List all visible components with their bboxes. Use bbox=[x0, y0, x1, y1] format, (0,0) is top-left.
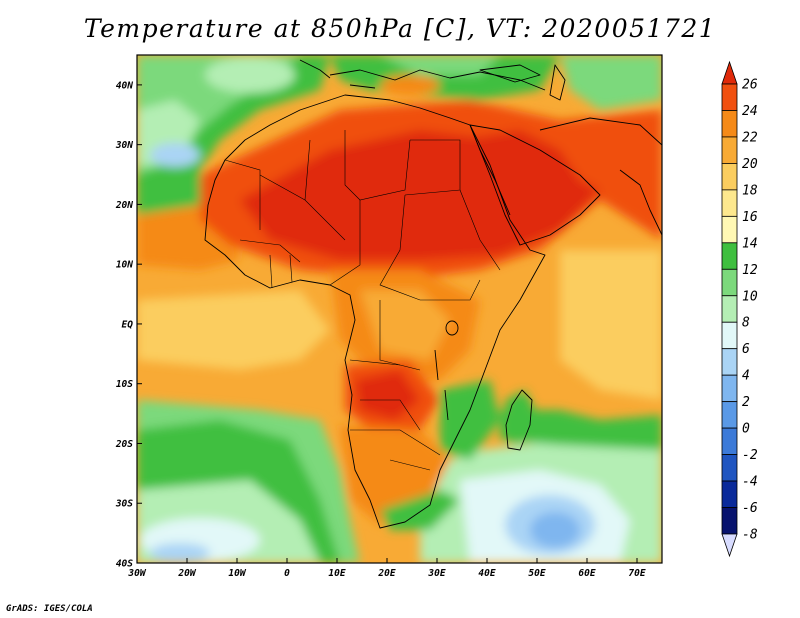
colorbar-swatch bbox=[721, 427, 738, 455]
colorbar-level-label: -4 bbox=[742, 475, 758, 490]
colorbar-swatch bbox=[721, 454, 738, 482]
colorbar-swatch bbox=[721, 321, 738, 350]
lat-tick-label: 40S bbox=[116, 559, 133, 570]
colorbar-level-label: 22 bbox=[742, 130, 758, 145]
colorbar-level-label: 0 bbox=[742, 422, 750, 437]
coastlines bbox=[204, 59, 663, 529]
colorbar-swatch bbox=[721, 507, 738, 535]
colorbar-level-label: 14 bbox=[742, 236, 758, 251]
plot-frame bbox=[136, 54, 663, 564]
colorbar-swatch bbox=[721, 83, 738, 111]
colorbar-swatch bbox=[721, 189, 738, 217]
map-title: Temperature at 850hPa [C], VT: 202005172… bbox=[83, 14, 717, 43]
colorbar-swatch bbox=[721, 163, 738, 191]
lat-tick-label: EQ bbox=[122, 319, 134, 330]
colorbar-level-label: 8 bbox=[742, 316, 750, 331]
colorbar-level-label: 10 bbox=[742, 289, 758, 304]
lon-tick-label: 40E bbox=[478, 568, 495, 579]
colorbar-swatch bbox=[721, 348, 738, 376]
temperature-field bbox=[137, 55, 662, 563]
colorbar-swatch bbox=[721, 295, 738, 323]
colorbar-level-label: -2 bbox=[742, 448, 758, 463]
colorbar-top-arrow bbox=[721, 60, 738, 85]
colorbar-level-label: 20 bbox=[742, 157, 758, 172]
lon-tick-label: 10E bbox=[328, 568, 345, 579]
lon-tick-label: 20E bbox=[377, 568, 395, 579]
colorbar-level-label: 6 bbox=[742, 342, 750, 357]
colorbar-level-label: 2 bbox=[742, 395, 750, 410]
colorbar-level-label: -8 bbox=[742, 528, 758, 543]
lat-tick-label: 10S bbox=[116, 379, 133, 390]
colorbar-swatch bbox=[721, 136, 738, 164]
lon-tick-label: 0 bbox=[284, 568, 290, 579]
credit-text: GrADS: IGES/COLA bbox=[6, 604, 93, 614]
colorbar-level-label: 26 bbox=[742, 78, 758, 93]
lon-tick-label: 20W bbox=[177, 568, 196, 579]
colorbar-bottom-arrow bbox=[721, 533, 738, 558]
colorbar-level-label: 16 bbox=[742, 210, 758, 225]
lon-tick-label: 30E bbox=[427, 568, 445, 579]
lat-tick-label: 20S bbox=[115, 439, 133, 450]
lon-tick-label: 60E bbox=[578, 568, 595, 579]
colorbar-level-label: 12 bbox=[742, 263, 758, 278]
lon-tick-label: 30W bbox=[127, 568, 146, 579]
colorbar-swatch bbox=[721, 110, 738, 138]
colorbar-swatch bbox=[721, 215, 738, 244]
colorbar-swatch bbox=[721, 242, 738, 270]
lon-tick-label: 70E bbox=[628, 568, 645, 579]
colorbar-swatch bbox=[721, 480, 738, 508]
colorbar-level-label: 4 bbox=[742, 369, 750, 384]
lat-tick-label: 20N bbox=[115, 200, 133, 211]
colorbar-swatch bbox=[721, 374, 738, 403]
latitude-axis: 40N 30N 20N 10N EQ 10S 20S 30S 40S bbox=[115, 80, 142, 570]
longitude-axis: 30W 20W 10W 0 10E 20E 30E 40E 50E 60E 70E bbox=[127, 558, 646, 579]
lon-tick-label: 50E bbox=[528, 568, 545, 579]
colorbar-level-label: 18 bbox=[742, 183, 758, 198]
colorbar-level-label: 24 bbox=[742, 104, 758, 119]
lat-tick-label: 10N bbox=[116, 260, 133, 271]
colorbar-swatch bbox=[721, 268, 738, 297]
colorbar-swatch bbox=[721, 401, 738, 429]
country-borders bbox=[224, 130, 501, 471]
lat-tick-label: 40N bbox=[116, 80, 133, 91]
lat-tick-label: 30S bbox=[115, 499, 133, 510]
lon-tick-label: 10W bbox=[228, 568, 246, 579]
lat-tick-label: 30N bbox=[115, 140, 133, 151]
colorbar-level-label: -6 bbox=[742, 501, 758, 516]
